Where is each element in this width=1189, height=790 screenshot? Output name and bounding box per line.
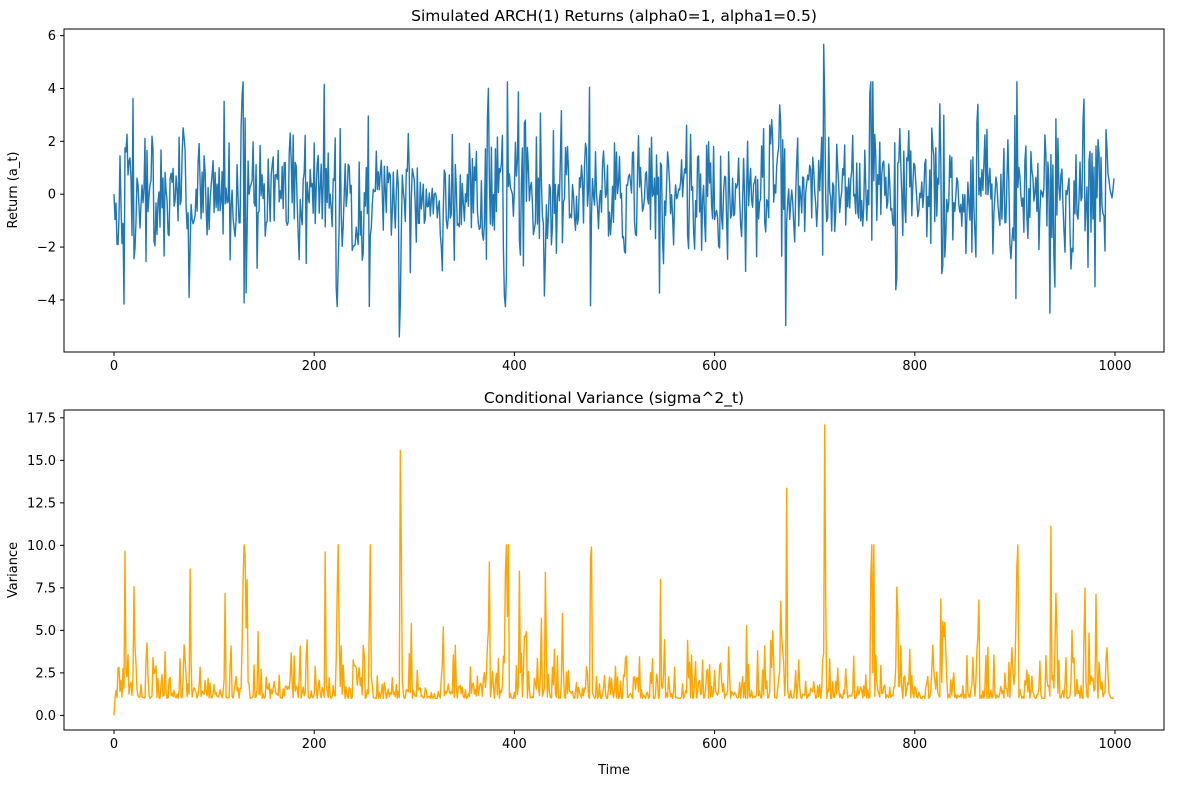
y-tick-label: 10.0 bbox=[27, 539, 56, 554]
x-tick-label: 200 bbox=[302, 359, 327, 374]
returns-y-axis-label: Return (a_t) bbox=[6, 152, 21, 229]
y-tick-label: 5.0 bbox=[35, 624, 56, 639]
x-tick-label: 800 bbox=[902, 359, 927, 374]
y-tick-label: 2.5 bbox=[35, 666, 56, 681]
x-tick-label: 1000 bbox=[1098, 359, 1131, 374]
x-tick-label: 600 bbox=[702, 359, 727, 374]
returns-chart: Simulated ARCH(1) Returns (alpha0=1, alp… bbox=[6, 7, 1165, 374]
y-tick-label: −4 bbox=[37, 293, 56, 308]
axes-spines bbox=[63, 28, 1165, 353]
variance-series-line bbox=[113, 424, 1115, 716]
x-axis-label-time: Time bbox=[597, 763, 630, 778]
y-tick-label: 4 bbox=[48, 82, 56, 97]
variance-chart-title: Conditional Variance (sigma^2_t) bbox=[484, 390, 744, 408]
y-tick-label: 7.5 bbox=[35, 581, 56, 596]
x-tick-label: 200 bbox=[302, 737, 327, 752]
x-tick-label: 400 bbox=[502, 359, 527, 374]
y-tick-label: 6 bbox=[48, 29, 56, 44]
returns-series-line bbox=[113, 43, 1115, 338]
x-tick-label: 800 bbox=[902, 737, 927, 752]
x-tick-label: 0 bbox=[110, 737, 118, 752]
variance-plot-area: 0 200 400 600 800 1000 0.0 2.5 5.0 7.5 10.0 12.5 15.… bbox=[27, 409, 1165, 752]
y-tick-label: 0.0 bbox=[35, 709, 56, 724]
y-tick-label: 12.5 bbox=[27, 496, 56, 511]
x-tick-label: 600 bbox=[702, 737, 727, 752]
x-tick-label: 1000 bbox=[1098, 737, 1131, 752]
y-tick-label: −2 bbox=[37, 241, 56, 256]
returns-plot-area: 0 200 400 600 800 1000 −4 −2 0 2 4 6 bbox=[37, 28, 1165, 374]
y-tick-label: 2 bbox=[48, 135, 56, 150]
y-tick-label: 17.5 bbox=[27, 411, 56, 426]
variance-y-axis-label: Variance bbox=[6, 542, 21, 598]
y-tick-label: 0 bbox=[48, 188, 56, 203]
x-tick-label: 0 bbox=[110, 359, 118, 374]
axes-spines bbox=[63, 409, 1165, 731]
x-tick-label: 400 bbox=[502, 737, 527, 752]
variance-chart: Conditional Variance (sigma^2_t) Varianc… bbox=[6, 390, 1165, 778]
returns-chart-title: Simulated ARCH(1) Returns (alpha0=1, alp… bbox=[411, 7, 817, 25]
y-tick-label: 15.0 bbox=[27, 454, 56, 469]
